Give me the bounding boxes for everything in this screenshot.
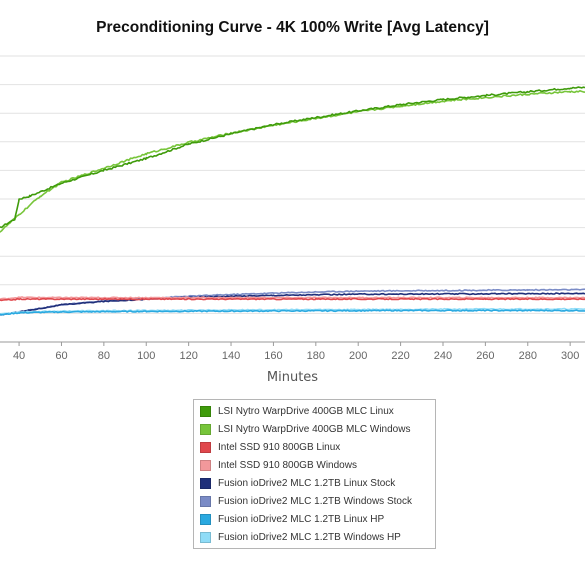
legend-swatch	[200, 513, 211, 525]
chart-title: Preconditioning Curve - 4K 100% Write [A…	[96, 19, 489, 36]
x-tick-label: 300	[561, 350, 579, 362]
legend-label: LSI Nytro WarpDrive 400GB MLC Linux	[218, 405, 394, 417]
legend-label: Intel SSD 910 800GB Linux	[218, 441, 341, 453]
series-line-8	[0, 307, 585, 315]
legend-swatch	[200, 441, 211, 453]
legend-swatch	[200, 423, 211, 435]
legend-item[interactable]: Intel SSD 910 800GB Windows	[194, 456, 435, 474]
legend-item[interactable]: LSI Nytro WarpDrive 400GB MLC Windows	[194, 420, 435, 438]
x-tick-label: 240	[434, 350, 452, 362]
legend-label: Fusion ioDrive2 MLC 1.2TB Windows HP	[218, 531, 401, 543]
legend-item[interactable]: Fusion ioDrive2 MLC 1.2TB Windows Stock	[194, 492, 435, 510]
legend-swatch	[200, 459, 211, 471]
series-line-5	[0, 292, 585, 316]
chart-legend: LSI Nytro WarpDrive 400GB MLC Linux LSI N…	[193, 399, 436, 549]
legend-label: Fusion ioDrive2 MLC 1.2TB Linux HP	[218, 513, 385, 525]
x-tick-label: 200	[349, 350, 367, 362]
legend-item[interactable]: Intel SSD 910 800GB Linux	[194, 438, 435, 456]
legend-swatch	[200, 405, 211, 417]
x-tick-label: 60	[55, 350, 67, 362]
legend-item[interactable]: Fusion ioDrive2 MLC 1.2TB Linux HP	[194, 510, 435, 528]
series-line-4	[0, 296, 585, 300]
legend-item[interactable]: Fusion ioDrive2 MLC 1.2TB Windows HP	[194, 528, 435, 546]
legend-label: Intel SSD 910 800GB Windows	[218, 459, 357, 471]
grid	[0, 55, 585, 343]
x-tick-label: 220	[391, 350, 409, 362]
x-axis-ticks: 40 60 80 100 120 140 160 180 200 220 240 260 280 300	[13, 342, 579, 362]
x-tick-label: 100	[137, 350, 155, 362]
x-tick-label: 160	[264, 350, 282, 362]
legend-item[interactable]: LSI Nytro WarpDrive 400GB MLC Linux	[194, 402, 435, 420]
x-tick-label: 120	[179, 350, 197, 362]
series-line-2	[0, 90, 585, 233]
x-tick-label: 260	[476, 350, 494, 362]
x-tick-label: 80	[98, 350, 110, 362]
legend-label: LSI Nytro WarpDrive 400GB MLC Windows	[218, 423, 411, 435]
legend-swatch	[200, 495, 211, 507]
series-line-7	[0, 309, 585, 316]
series-line-1	[0, 86, 585, 229]
x-tick-label: 40	[13, 350, 25, 362]
legend-label: Fusion ioDrive2 MLC 1.2TB Windows Stock	[218, 495, 412, 507]
chart-plot-area: 40 60 80 100 120 140 160 180 200 220 240 260 280 300	[0, 55, 585, 362]
series-lines	[0, 86, 585, 316]
legend-swatch	[200, 477, 211, 489]
x-tick-label: 280	[519, 350, 537, 362]
legend-item[interactable]: Fusion ioDrive2 MLC 1.2TB Linux Stock	[194, 474, 435, 492]
legend-label: Fusion ioDrive2 MLC 1.2TB Linux Stock	[218, 477, 396, 489]
x-tick-label: 140	[222, 350, 240, 362]
legend-swatch	[200, 531, 211, 543]
series-line-3	[0, 297, 585, 302]
x-tick-label: 180	[307, 350, 325, 362]
x-axis-label: Minutes	[266, 370, 319, 385]
